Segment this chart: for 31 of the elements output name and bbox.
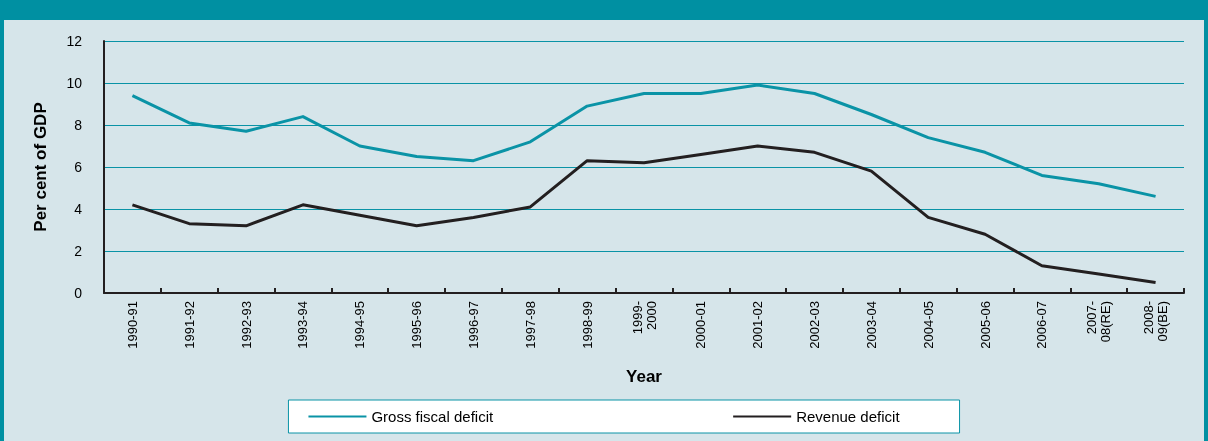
- x-tick-label: 1999-2000: [629, 301, 659, 335]
- x-tick-label: 2004-05: [920, 301, 936, 349]
- x-tick-label: 1993-94: [295, 301, 311, 349]
- x-tick-label: 1996-97: [465, 301, 481, 349]
- x-tick-label: 2000-01: [693, 301, 709, 349]
- x-tick-label: 2005-06: [977, 301, 993, 349]
- x-tick-label: 1997-98: [522, 301, 538, 349]
- x-tick-label: 2008-09(BE): [1141, 301, 1171, 342]
- y-tick-label: 2: [74, 243, 83, 259]
- x-tick-label: 1994-95: [352, 301, 368, 349]
- line-series: [130, 144, 1158, 284]
- x-tick-label: 1995-96: [409, 301, 425, 349]
- x-tick-label: 1998-99: [579, 301, 595, 349]
- y-tick-label: 0: [74, 285, 83, 301]
- x-tick-label: 2007-08(RE): [1084, 301, 1114, 343]
- y-tick-label: 6: [74, 159, 83, 175]
- x-tick-label: 1990-91: [124, 301, 140, 349]
- legend-label: Revenue deficit: [796, 408, 901, 425]
- x-tick-label: 2001-02: [750, 301, 766, 349]
- y-tick-label: 8: [74, 117, 83, 133]
- y-tick-label: 4: [74, 201, 83, 217]
- x-tick-label: 2002-03: [807, 301, 823, 349]
- x-axis-title: Year: [626, 367, 663, 386]
- y-axis-title: Per cent of GDP: [31, 102, 50, 232]
- x-tick-label: 2003-04: [863, 301, 879, 349]
- legend-label: Gross fiscal deficit: [371, 408, 494, 425]
- y-tick-label: 12: [66, 33, 83, 49]
- x-tick-label: 1992-93: [238, 301, 254, 349]
- x-tick-label: 2006-07: [1034, 301, 1050, 349]
- x-tick-label: 1991-92: [181, 301, 197, 349]
- y-tick-label: 10: [66, 75, 83, 91]
